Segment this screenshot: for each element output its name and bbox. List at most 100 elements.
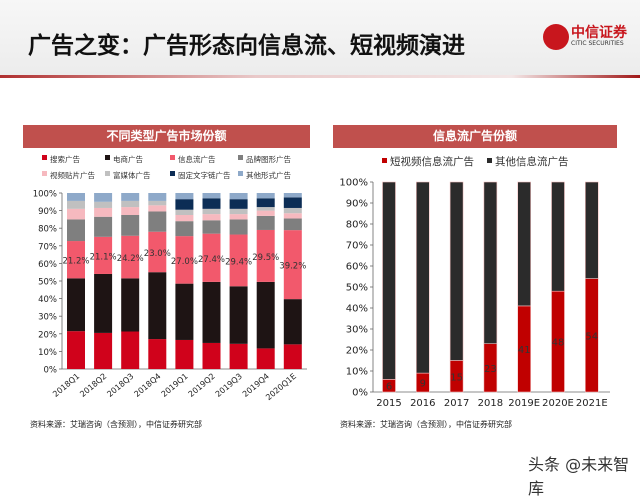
legend-swatch: [105, 171, 110, 176]
bar-segment-l6: [202, 198, 221, 209]
legend-swatch: [170, 171, 175, 176]
bar-segment-l1: [256, 281, 275, 349]
bar-segment-r1: [517, 181, 532, 307]
right-chart-title: 信息流广告份额: [333, 125, 617, 148]
bar-segment-l5: [175, 209, 194, 215]
x-tick-label: 2018Q1: [51, 372, 81, 399]
data-label: 9: [420, 379, 426, 390]
bar-segment-l2: [148, 231, 167, 273]
bar-segment-r1: [483, 181, 498, 344]
legend-label: 视频贴片广告: [50, 170, 95, 180]
bar-segment-r1: [449, 181, 464, 361]
x-tick-label: 2018Q4: [132, 372, 162, 399]
y-tick-label: 70%: [38, 242, 57, 252]
legend-swatch: [42, 171, 47, 176]
y-tick-label: 90%: [38, 207, 57, 217]
bar-segment-l4: [283, 213, 302, 219]
bar-segment-l3: [148, 211, 167, 232]
bar-segment-l7: [121, 193, 140, 201]
y-tick-label: 0%: [44, 366, 58, 376]
x-tick-label: 2019Q3: [214, 372, 244, 399]
data-label: 41: [518, 345, 531, 356]
bar-segment-l2: [121, 235, 140, 279]
legend-swatch: [382, 158, 387, 163]
bar-segment-l0: [121, 331, 140, 369]
bar-segment-l3: [67, 219, 85, 242]
bar-segment-l4: [121, 207, 140, 215]
bar-segment-l7: [94, 193, 113, 202]
header-divider: [0, 75, 640, 78]
bar-segment-l2: [175, 236, 194, 284]
citic-logo: 中信证券 CITIC SECURITIES: [543, 22, 627, 56]
right-source-note: 资料来源：艾瑞咨询（含预测），中信证券研究部: [340, 420, 512, 429]
x-tick-label: 2020Q1E: [264, 372, 298, 403]
bar-segment-l3: [175, 221, 194, 237]
bar-segment-l5: [67, 200, 85, 209]
bar-segment-l1: [67, 278, 85, 332]
y-tick-label: 50%: [38, 278, 57, 288]
bar-segment-r1: [415, 181, 430, 374]
bar-segment-l3: [94, 216, 113, 237]
bar-segment-l5: [148, 200, 167, 206]
legend-label: 其他形式广告: [246, 170, 291, 180]
y-tick-label: 90%: [346, 199, 368, 210]
legend-swatch: [487, 158, 492, 163]
bar-segment-l1: [121, 278, 140, 332]
bar-segment-l2: [67, 241, 85, 279]
y-tick-label: 30%: [38, 313, 57, 323]
legend-label: 搜索广告: [50, 154, 80, 164]
bar-segment-l1: [283, 299, 302, 345]
y-tick-label: 100%: [33, 190, 57, 200]
bar-segment-l4: [202, 214, 221, 221]
bar-segment-l3: [283, 218, 302, 231]
bar-segment-l2: [283, 230, 302, 300]
bar-segment-l2: [256, 229, 275, 282]
y-tick-label: 0%: [352, 388, 368, 399]
bar-segment-r1: [584, 181, 599, 279]
bar-segment-l7: [283, 193, 302, 198]
page-title: 广告之变：广告形态向信息流、短视频演进: [28, 33, 465, 59]
bar-segment-l0: [175, 339, 194, 369]
y-tick-label: 10%: [38, 348, 57, 358]
y-tick-label: 20%: [38, 330, 57, 340]
bar-segment-l0: [67, 331, 85, 369]
data-label: 24.2%: [117, 254, 144, 264]
legend-label: 固定文字链广告: [178, 170, 231, 180]
bar-segment-l0: [283, 344, 302, 369]
bar-segment-l1: [175, 283, 194, 340]
bar-segment-l5: [283, 207, 302, 214]
bar-segment-l1: [202, 281, 221, 343]
data-label: 39.2%: [279, 262, 306, 272]
y-tick-label: 40%: [38, 295, 57, 305]
data-label: 21.2%: [62, 257, 89, 267]
left-source-note: 资料来源：艾瑞咨询（含预测），中信证券研究部: [30, 420, 202, 429]
y-tick-label: 10%: [346, 367, 368, 378]
x-tick-label: 2019E: [508, 398, 540, 409]
legend-label: 富媒体广告: [113, 170, 151, 180]
x-tick-label: 2019Q1: [160, 372, 190, 399]
bar-segment-l3: [229, 219, 248, 235]
x-tick-label: 2021E: [576, 398, 608, 409]
y-tick-label: 50%: [346, 283, 368, 294]
bar-segment-l7: [148, 193, 167, 201]
bar-segment-l0: [94, 332, 113, 369]
bar-segment-l0: [148, 339, 167, 369]
y-tick-label: 30%: [346, 325, 368, 336]
data-label: 27.4%: [198, 255, 225, 265]
data-label: 29.5%: [252, 253, 279, 263]
x-tick-label: 2018Q2: [78, 372, 108, 399]
legend-label: 品牌图形广告: [246, 154, 291, 164]
y-tick-label: 60%: [38, 260, 57, 270]
bar-segment-l6: [256, 198, 275, 208]
y-tick-label: 40%: [346, 304, 368, 315]
bar-segment-l0: [256, 348, 275, 369]
bar-segment-l0: [229, 343, 248, 369]
bar-segment-l3: [202, 220, 221, 234]
bar-segment-l3: [121, 215, 140, 236]
header-band: [0, 0, 640, 76]
bar-segment-l7: [256, 193, 275, 199]
y-tick-label: 20%: [346, 346, 368, 357]
bar-segment-l5: [202, 208, 221, 215]
bar-segment-l4: [67, 208, 85, 220]
y-tick-label: 60%: [346, 262, 368, 273]
